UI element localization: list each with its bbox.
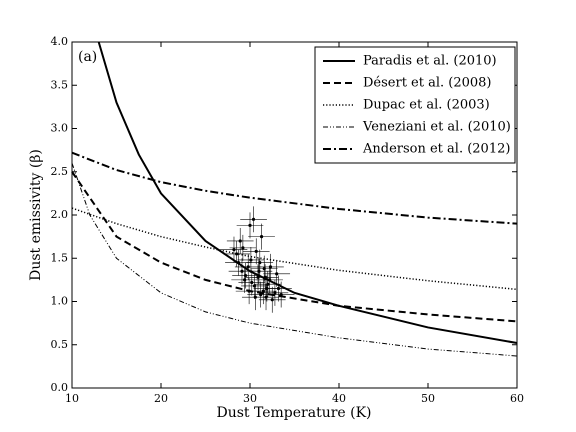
y-tick-label: 0.0 — [51, 381, 69, 394]
y-tick-label: 1.5 — [51, 251, 69, 264]
legend-label: Anderson et al. (2012) — [362, 142, 510, 157]
y-tick-label: 1.0 — [51, 295, 69, 308]
series-line — [71, 151, 518, 225]
scatter-point — [246, 265, 250, 269]
series-line — [71, 171, 518, 323]
scatter-point — [273, 291, 277, 295]
scatter-point — [254, 249, 258, 253]
x-tick-label: 10 — [65, 392, 79, 405]
legend-box — [314, 46, 516, 164]
x-tick-label: 40 — [332, 392, 346, 405]
scatter-point — [258, 260, 262, 265]
scatter-point — [265, 286, 269, 291]
scatter-point — [261, 289, 265, 293]
x-tick-label: 30 — [243, 392, 257, 405]
y-tick-label: 0.5 — [51, 338, 69, 351]
legend-label: Dupac et al. (2003) — [363, 98, 490, 113]
series-line — [71, 162, 518, 357]
scatter-point — [268, 265, 273, 269]
scatter-point — [241, 246, 245, 250]
y-tick-label: 2.5 — [51, 165, 69, 178]
scatter-point — [249, 258, 253, 262]
annotation: (a) — [78, 49, 97, 65]
scatter-point — [251, 217, 256, 221]
scatter-point — [275, 272, 279, 276]
scatter-point — [243, 278, 247, 282]
y-tick-label: 4.0 — [51, 35, 69, 48]
legend-label: Paradis et al. (2010) — [363, 54, 497, 69]
y-tick-label: 3.5 — [51, 78, 69, 91]
scatter-point — [232, 248, 236, 252]
y-axis-label: Dust emissivity (β) — [28, 149, 44, 281]
scatter-point — [270, 298, 274, 302]
y-tick-label: 2.0 — [51, 208, 69, 221]
legend-label: Veneziani et al. (2010) — [362, 120, 511, 135]
x-tick-label: 50 — [421, 392, 435, 405]
x-tick-label: 60 — [510, 392, 524, 405]
legend-label: Désert et al. (2008) — [363, 76, 492, 91]
series-line — [71, 207, 518, 291]
x-axis-label: Dust Temperature (K) — [216, 405, 371, 421]
scatter-point — [253, 295, 257, 299]
scatter-point — [248, 223, 252, 227]
x-tick-label: 20 — [154, 392, 168, 405]
series-line — [97, 41, 518, 345]
scatter-point — [238, 239, 242, 243]
scatter-point — [240, 269, 244, 273]
scatter-point — [259, 235, 264, 239]
scatter-point — [250, 280, 254, 285]
y-tick-label: 3.0 — [51, 122, 69, 135]
